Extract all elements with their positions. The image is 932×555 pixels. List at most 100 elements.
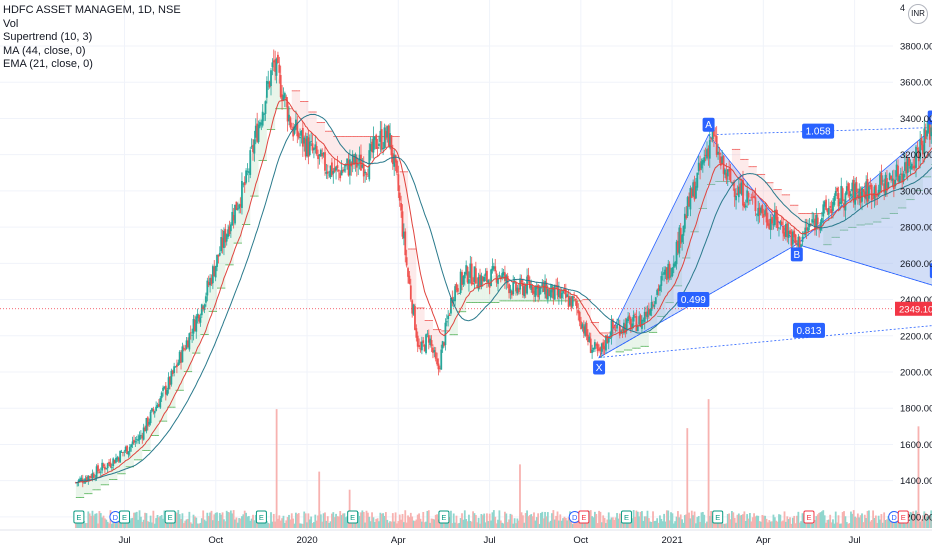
candle-body — [201, 304, 203, 315]
event-text: E — [259, 513, 264, 522]
candle-body — [200, 317, 202, 322]
event-marker: E — [165, 511, 175, 523]
supertrend-fill — [779, 190, 780, 225]
candle-body — [289, 118, 291, 128]
candle-body — [150, 412, 152, 423]
legend-ma[interactable]: MA (44, close, 0) — [3, 45, 181, 59]
event-text: E — [581, 513, 586, 522]
top-price-tick: 4 — [900, 3, 905, 13]
event-marker: E — [120, 511, 130, 523]
ratio-text: 1.058 — [806, 127, 831, 138]
candle-body — [821, 218, 823, 222]
candle-body — [363, 164, 365, 176]
candle-body — [433, 350, 435, 352]
legend-vol[interactable]: Vol — [3, 18, 181, 32]
candle-body — [262, 112, 264, 126]
y-tick-label: 3000.00 — [900, 186, 932, 197]
candle-body — [633, 315, 635, 322]
candle-body — [107, 463, 109, 468]
candle-body — [856, 182, 858, 192]
candle-body — [128, 451, 130, 454]
candle-body — [130, 444, 132, 447]
legend-supertrend[interactable]: Supertrend (10, 3) — [3, 31, 181, 45]
candle-body — [800, 244, 802, 246]
candle-body — [609, 338, 611, 339]
candle-body — [660, 276, 662, 286]
candle-body — [184, 349, 186, 350]
event-marker: E — [713, 511, 723, 523]
y-tick-label: 2200.00 — [900, 331, 932, 342]
candle-body — [191, 335, 193, 336]
candle-body — [921, 138, 923, 145]
candle-body — [110, 463, 112, 467]
candle-body — [111, 467, 113, 468]
candle-body — [399, 193, 401, 201]
candle-body — [771, 217, 773, 224]
supertrend-fill — [819, 213, 820, 217]
x-tick-label: Oct — [573, 535, 588, 546]
candle-body — [651, 302, 653, 311]
candle-body — [343, 169, 345, 170]
supertrend-fill — [203, 297, 204, 335]
candle-body — [761, 205, 763, 213]
supertrend-fill — [365, 136, 366, 163]
candle-body — [573, 297, 575, 298]
candle-body — [219, 253, 221, 256]
candle-body — [397, 174, 399, 191]
candle-body — [847, 183, 849, 191]
supertrend-fill — [329, 131, 330, 168]
y-tick-label: 2600.00 — [900, 259, 932, 270]
candle-body — [97, 465, 99, 471]
candle-body — [703, 157, 705, 163]
x-tick-label: 2020 — [296, 535, 317, 546]
candle-body — [579, 312, 581, 322]
candle-body — [829, 206, 831, 208]
event-text: E — [901, 513, 906, 522]
candle-body — [159, 398, 161, 408]
candle-body — [817, 218, 819, 225]
candle-body — [337, 165, 339, 168]
legend: HDFC ASSET MANAGEM, 1D, NSE Vol Supertre… — [3, 4, 181, 72]
candle-body — [802, 237, 804, 242]
candle-body — [828, 208, 830, 215]
candle-body — [838, 193, 840, 206]
ratio-label: 0.499 — [677, 292, 709, 307]
candle-body — [302, 128, 304, 147]
legend-symbol[interactable]: HDFC ASSET MANAGEM, 1D, NSE — [3, 4, 181, 18]
event-text: E — [350, 513, 355, 522]
candle-body — [101, 463, 103, 471]
event-marker: E — [804, 511, 814, 523]
supertrend-fill — [367, 136, 368, 163]
candle-body — [237, 208, 239, 209]
candle-body — [868, 186, 870, 198]
pattern-point-text: A — [705, 120, 712, 131]
candle-body — [195, 316, 197, 331]
candle-body — [309, 142, 311, 155]
candle-body — [468, 279, 470, 283]
candle-body — [364, 172, 366, 174]
candle-body — [613, 327, 615, 328]
candle-body — [166, 390, 168, 395]
candle-body — [147, 417, 149, 426]
candle-body — [446, 321, 448, 322]
x-tick-label: Jul — [483, 535, 495, 546]
currency-badge[interactable]: INR — [908, 4, 928, 24]
ratio-text: 0.499 — [681, 295, 706, 306]
pattern-point-a: A — [703, 118, 715, 132]
event-marker: E — [256, 511, 266, 523]
candle-body — [299, 137, 301, 138]
event-text: E — [76, 513, 81, 522]
candle-body — [475, 268, 477, 283]
candle-body — [230, 224, 232, 231]
candle-body — [375, 135, 377, 149]
candle-body — [409, 276, 411, 284]
candle-body — [183, 348, 185, 349]
legend-ema[interactable]: EMA (21, close, 0) — [3, 58, 181, 72]
y-tick-label: 3400.00 — [900, 114, 932, 125]
volume-spike — [276, 409, 278, 528]
candle-body — [270, 70, 272, 86]
volume-spike — [686, 428, 688, 528]
ratio-label: 0.813 — [793, 323, 825, 338]
